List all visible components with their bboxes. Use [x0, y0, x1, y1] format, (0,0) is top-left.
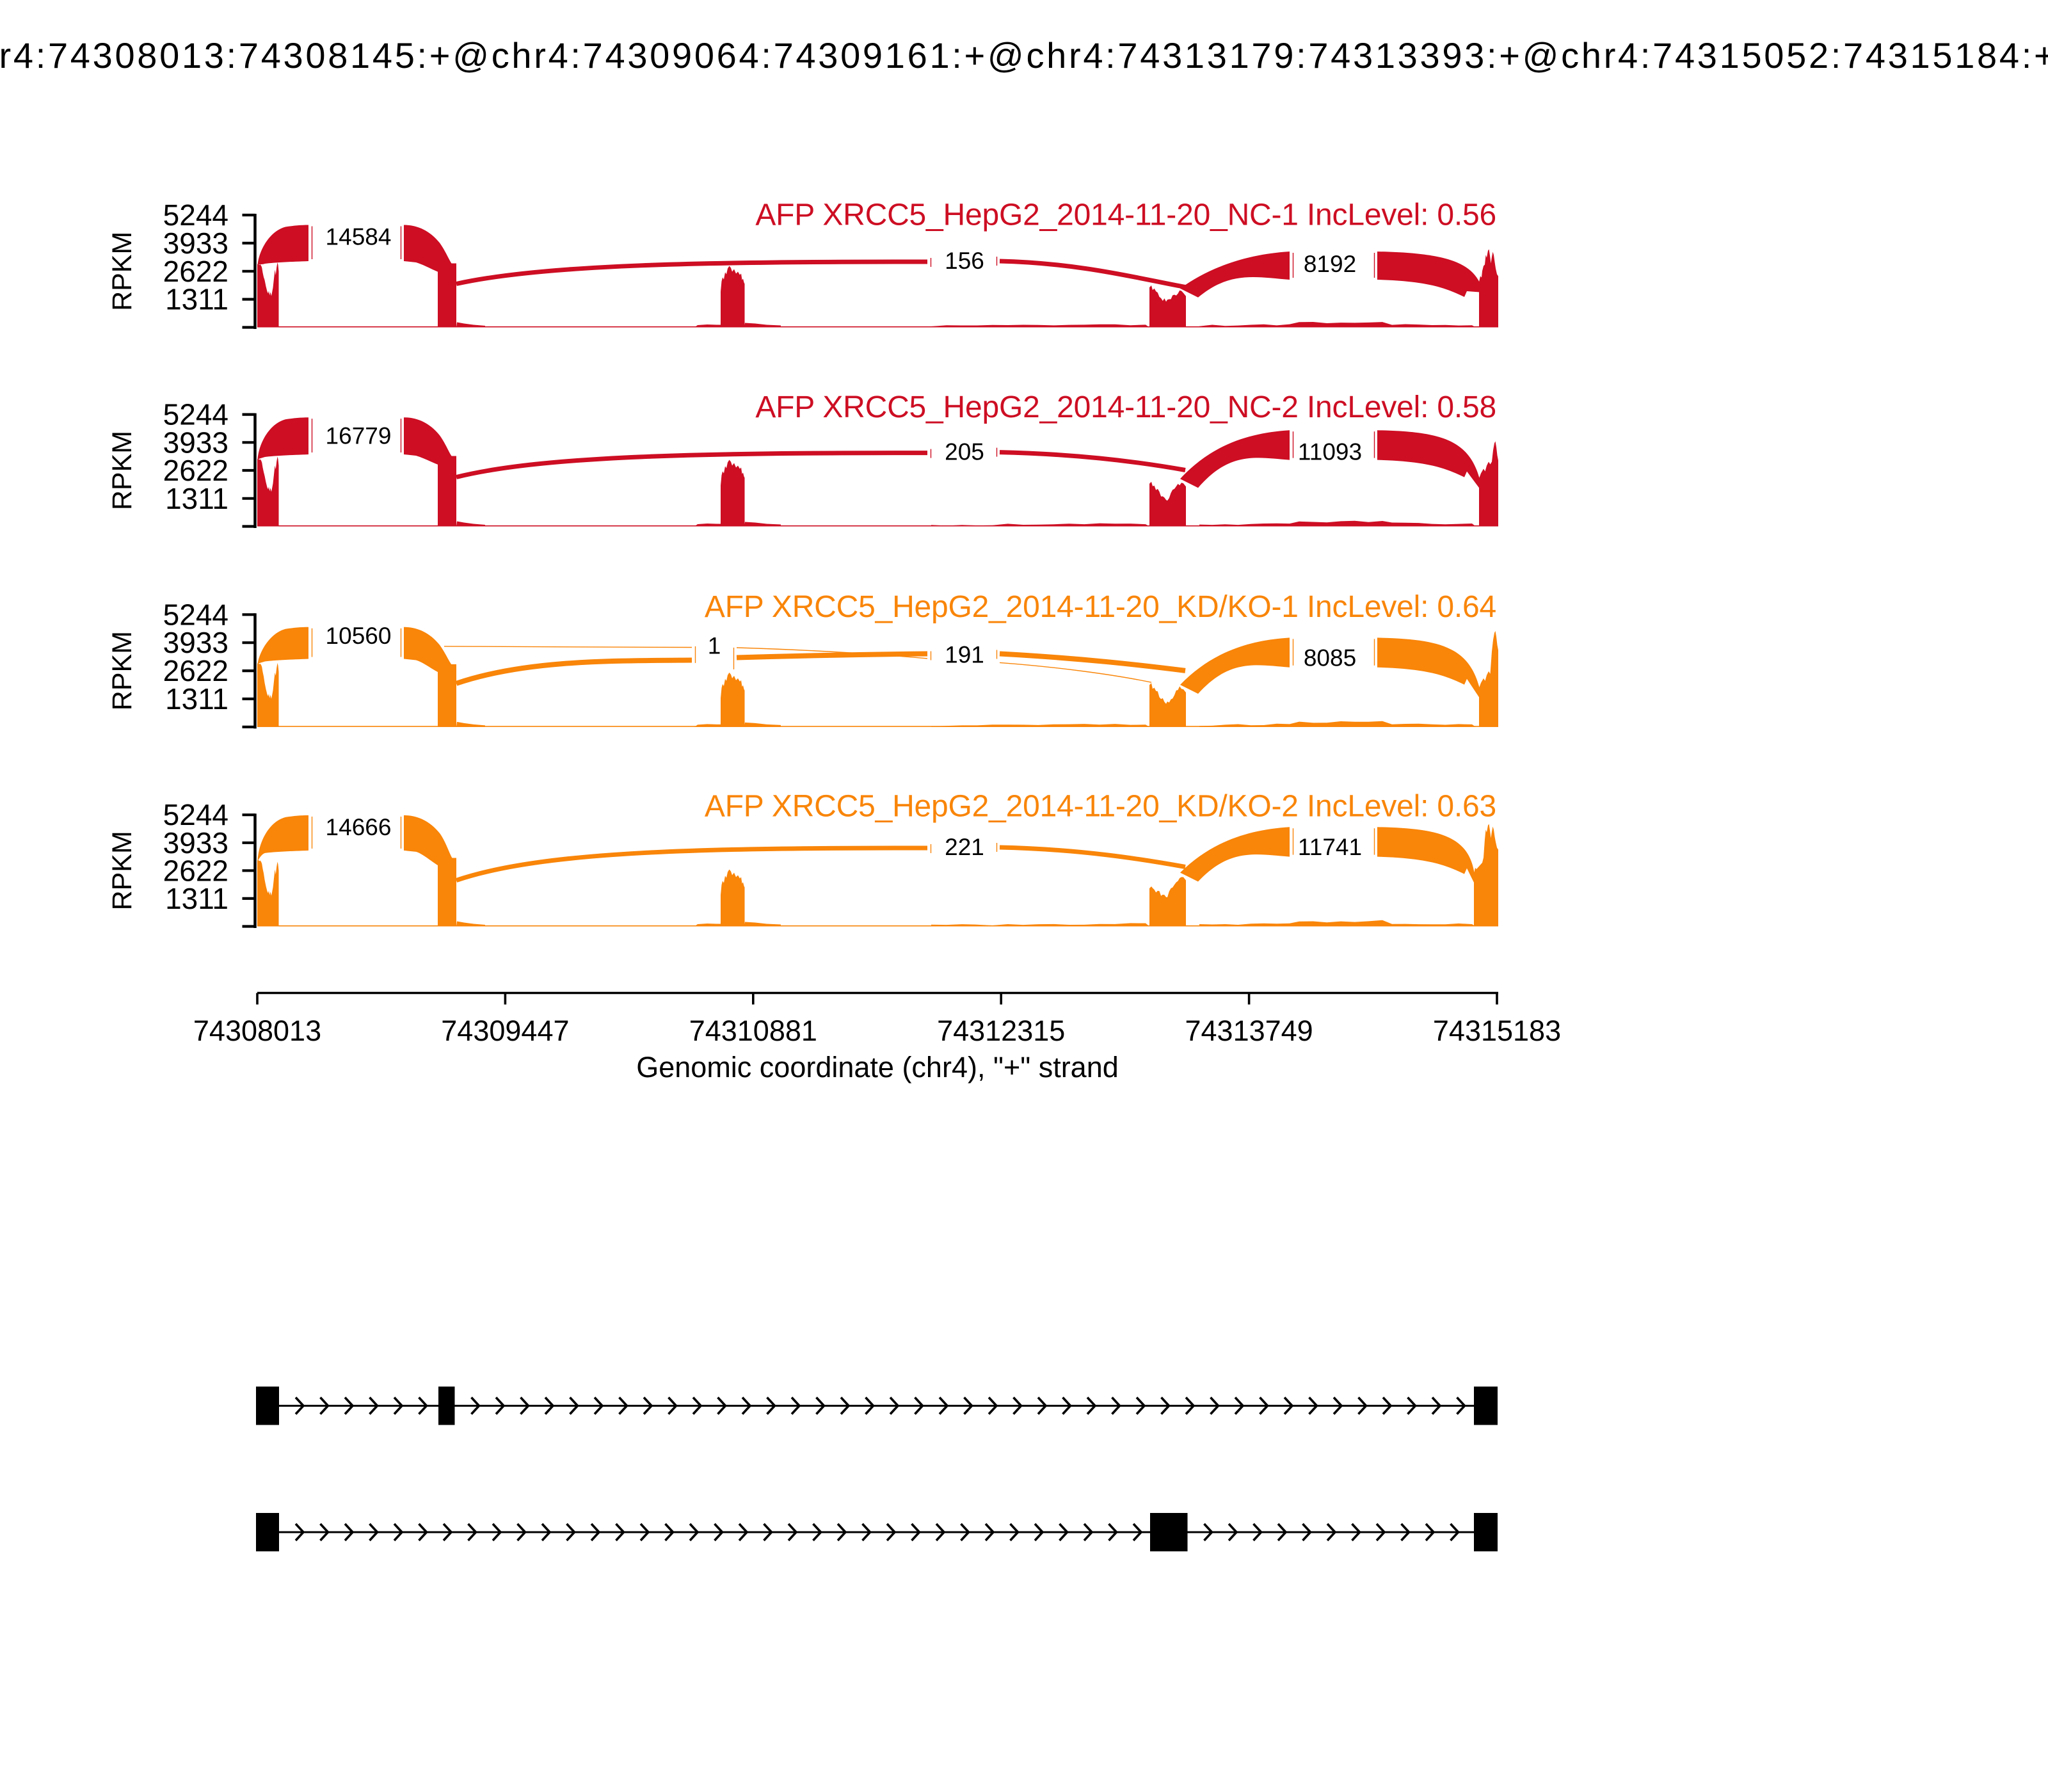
svg-text:205: 205 [945, 439, 984, 465]
svg-text:5244: 5244 [163, 798, 228, 831]
svg-text:1311: 1311 [165, 482, 228, 515]
svg-text:191: 191 [945, 641, 984, 668]
svg-text:RPKM: RPKM [107, 431, 138, 510]
svg-text:11741: 11741 [1298, 834, 1362, 860]
svg-text:11093: 11093 [1298, 439, 1362, 465]
svg-text:AFP XRCC5_HepG2_2014-11-20_KD/: AFP XRCC5_HepG2_2014-11-20_KD/KO-1 IncLe… [705, 590, 1496, 624]
svg-text:5244: 5244 [163, 398, 228, 431]
svg-text:8192: 8192 [1304, 251, 1356, 277]
svg-text:74315183: 74315183 [1433, 1014, 1561, 1047]
svg-text:74308013: 74308013 [193, 1014, 321, 1047]
svg-text:RPKM: RPKM [107, 831, 138, 910]
svg-text:AFP XRCC5_HepG2_2014-11-20_NC-: AFP XRCC5_HepG2_2014-11-20_NC-2 IncLevel… [755, 390, 1496, 424]
svg-text:3933: 3933 [163, 826, 228, 860]
svg-text:1: 1 [708, 633, 721, 659]
svg-text:5244: 5244 [163, 198, 228, 232]
svg-text:1311: 1311 [165, 882, 228, 915]
svg-text:RPKM: RPKM [107, 631, 138, 710]
svg-text:1311: 1311 [165, 682, 228, 716]
svg-text:14584: 14584 [326, 224, 392, 250]
svg-text:RPKM: RPKM [107, 232, 138, 311]
svg-text:3933: 3933 [163, 227, 228, 260]
svg-text:2622: 2622 [163, 454, 228, 487]
svg-text:5244: 5244 [163, 598, 228, 631]
svg-text:74310881: 74310881 [689, 1014, 817, 1047]
svg-text:2622: 2622 [163, 654, 228, 687]
svg-text:8085: 8085 [1304, 644, 1356, 671]
svg-text:2622: 2622 [163, 255, 228, 288]
svg-text:74309447: 74309447 [441, 1014, 569, 1047]
svg-text:221: 221 [945, 834, 984, 860]
svg-text:AFP XRCC5_HepG2_2014-11-20_KD/: AFP XRCC5_HepG2_2014-11-20_KD/KO-2 IncLe… [705, 790, 1496, 824]
svg-text:chr4:74308013:74308145:+@chr4:: chr4:74308013:74308145:+@chr4:74309064:7… [0, 35, 2048, 76]
svg-text:74312315: 74312315 [937, 1014, 1065, 1047]
svg-text:14666: 14666 [326, 814, 392, 840]
svg-text:156: 156 [945, 248, 984, 274]
svg-text:74313749: 74313749 [1185, 1014, 1313, 1047]
svg-text:1311: 1311 [165, 283, 228, 316]
svg-text:3933: 3933 [163, 426, 228, 459]
svg-text:2622: 2622 [163, 854, 228, 887]
svg-text:10560: 10560 [326, 623, 392, 649]
svg-text:Genomic coordinate (chr4), "+": Genomic coordinate (chr4), "+" strand [636, 1051, 1119, 1084]
svg-text:3933: 3933 [163, 626, 228, 659]
svg-text:AFP XRCC5_HepG2_2014-11-20_NC-: AFP XRCC5_HepG2_2014-11-20_NC-1 IncLevel… [755, 198, 1496, 232]
svg-text:16779: 16779 [326, 422, 392, 449]
